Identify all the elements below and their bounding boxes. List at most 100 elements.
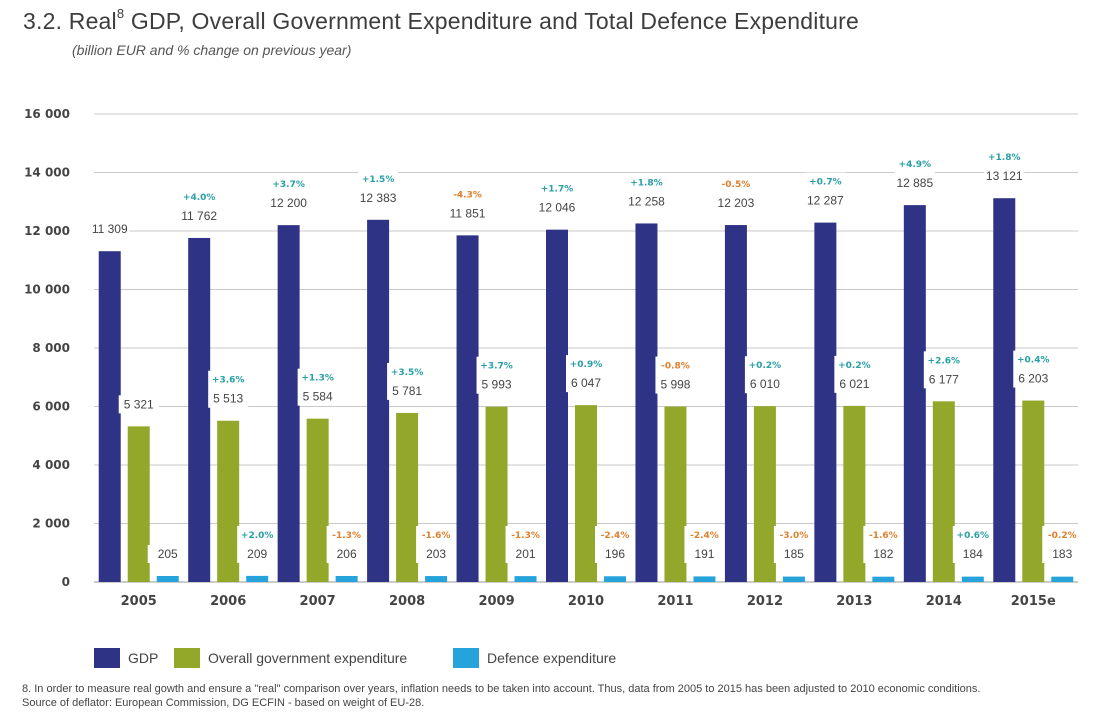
- change-label-gov: +0.2%: [749, 361, 782, 371]
- y-tick-label: 12 000: [24, 224, 70, 238]
- bar-def: [156, 576, 179, 582]
- bar-gov: [932, 401, 955, 582]
- value-label-def: 209: [247, 547, 267, 561]
- change-label-gov: +0.2%: [838, 361, 871, 371]
- label-backing: [1042, 526, 1083, 563]
- value-label-gdp: 11 851: [450, 206, 486, 220]
- label-backing: [387, 362, 428, 400]
- bar-gov: [306, 418, 329, 582]
- change-label-gdp: +0.7%: [809, 178, 842, 188]
- value-label-gov: 5 998: [660, 378, 690, 392]
- bar-def: [335, 575, 358, 582]
- x-tick-label: 2008: [389, 594, 425, 609]
- value-label-gov: 6 047: [571, 376, 601, 390]
- change-label-def: -1.3%: [332, 531, 361, 541]
- value-label-def: 205: [158, 547, 178, 561]
- legend-label-gdp: GDP: [128, 650, 159, 666]
- x-tick-label: 2012: [747, 594, 783, 609]
- value-label-gdp: 11 762: [181, 209, 217, 223]
- legend-swatch-gdp: [94, 648, 120, 668]
- change-label-gov: +0.4%: [1017, 356, 1050, 366]
- change-label-gdp: +1.7%: [541, 185, 574, 195]
- label-backing: [89, 220, 130, 239]
- bar-gov: [1022, 400, 1045, 582]
- label-backing: [834, 355, 875, 393]
- bar-def: [961, 576, 984, 582]
- x-tick-label: 2005: [121, 594, 157, 609]
- bar-def: [425, 576, 448, 582]
- legend-label-def: Defence expenditure: [487, 650, 617, 666]
- bar-gov: [485, 406, 508, 582]
- value-label-def: 201: [516, 547, 536, 561]
- bar-def: [782, 576, 805, 582]
- chart-title: 3.2. Real8 GDP, Overall Government Expen…: [23, 6, 860, 35]
- change-label-def: +0.6%: [957, 531, 990, 541]
- label-backing: [773, 526, 814, 563]
- value-label-def: 206: [337, 547, 357, 561]
- value-label-gov: 5 321: [124, 397, 154, 411]
- label-backing: [297, 368, 338, 406]
- value-label-gdp: 12 203: [718, 196, 755, 210]
- value-label-gdp: 12 258: [628, 194, 665, 208]
- change-label-gov: +2.6%: [928, 356, 961, 366]
- change-label-gdp: +1.8%: [630, 178, 663, 188]
- title-main: GDP, Overall Government Expenditure and …: [130, 8, 860, 34]
- legend-item-gov: Overall government expenditure: [174, 645, 407, 671]
- change-label-def: -1.6%: [869, 531, 898, 541]
- value-label-def: 191: [694, 547, 714, 561]
- label-backing: [447, 185, 488, 223]
- bar-gdp: [635, 223, 658, 583]
- value-label-def: 184: [963, 547, 983, 561]
- value-label-def: 182: [873, 547, 893, 561]
- label-backing: [566, 355, 606, 393]
- legend-item-gdp: GDP: [94, 645, 158, 671]
- value-label-def: 183: [1052, 547, 1072, 561]
- bar-gdp: [993, 198, 1016, 582]
- bar-gov: [575, 405, 597, 582]
- label-backing: [237, 525, 278, 563]
- label-backing: [537, 179, 577, 217]
- bar-gdp: [724, 225, 747, 582]
- bar-def: [246, 575, 269, 582]
- x-tick-label: 2007: [300, 594, 336, 609]
- label-backing: [684, 526, 725, 563]
- value-label-gdp: 12 287: [807, 194, 844, 208]
- label-backing: [923, 351, 964, 389]
- y-tick-label: 10 000: [24, 283, 70, 297]
- label-backing: [208, 370, 249, 408]
- y-tick-label: 2 000: [32, 517, 70, 531]
- value-label-gdp: 11 309: [92, 222, 128, 236]
- value-label-gov: 6 021: [839, 377, 869, 391]
- legend: GDP Overall government expenditure Defen…: [0, 645, 1106, 671]
- value-label-gdp: 12 200: [270, 196, 307, 210]
- value-label-gdp: 12 046: [539, 201, 576, 215]
- value-label-gdp: 12 383: [360, 191, 397, 205]
- bar-gov: [396, 412, 419, 582]
- bar-gov: [127, 426, 150, 582]
- y-tick-label: 6 000: [32, 400, 70, 414]
- label-backing: [744, 356, 785, 394]
- value-label-gdp: 13 121: [986, 169, 1023, 183]
- legend-swatch-gov: [174, 648, 200, 668]
- change-label-gov: +3.5%: [391, 368, 424, 378]
- change-label-def: +2.0%: [241, 531, 274, 541]
- label-backing: [358, 169, 399, 207]
- label-backing: [1013, 350, 1054, 388]
- change-label-gov: +3.6%: [212, 376, 245, 386]
- value-label-gov: 5 513: [213, 392, 243, 406]
- y-tick-label: 0: [62, 575, 70, 589]
- label-backing: [715, 175, 756, 213]
- change-label-gdp: -0.5%: [722, 180, 751, 190]
- bar-def: [1051, 576, 1074, 582]
- bar-gdp: [367, 219, 390, 583]
- value-label-gov: 6 203: [1018, 372, 1048, 386]
- label-backing: [118, 395, 159, 414]
- change-label-def: -2.4%: [601, 531, 630, 541]
- title-prefix: 3.2. Real: [23, 8, 117, 34]
- value-label-def: 196: [605, 547, 625, 561]
- change-label-gov: +0.9%: [570, 360, 603, 370]
- label-backing: [326, 525, 367, 563]
- x-tick-label: 2006: [210, 594, 246, 609]
- label-backing: [805, 172, 846, 210]
- change-label-def: -0.2%: [1048, 531, 1077, 541]
